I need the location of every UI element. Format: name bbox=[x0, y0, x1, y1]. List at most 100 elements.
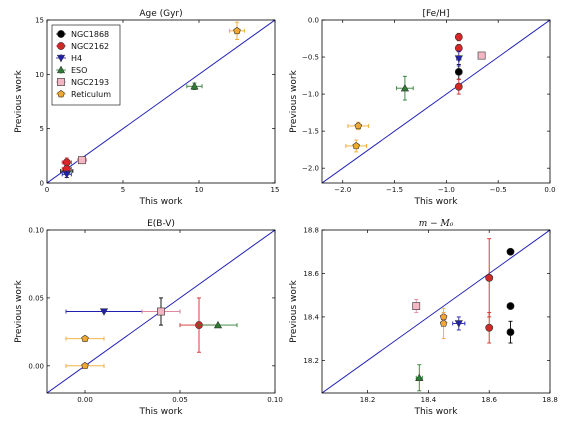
legend-marker-ngc1868 bbox=[57, 30, 65, 38]
identity-line bbox=[47, 20, 275, 183]
x-tick-label: 10 bbox=[195, 186, 204, 194]
chart-title: m − M₀ bbox=[419, 219, 454, 229]
point-reticulum-2 bbox=[352, 141, 360, 150]
y-tick-label: −1.0 bbox=[302, 91, 319, 99]
legend-label-ngc2193: NGC2193 bbox=[71, 78, 109, 87]
y-tick-label: 0.0 bbox=[308, 17, 319, 25]
point-ngc2193-1 bbox=[412, 302, 421, 310]
axes-frame bbox=[46, 229, 276, 394]
x-axis-label: This work bbox=[138, 407, 183, 417]
x-tick-label: −1.5 bbox=[386, 186, 403, 194]
y-tick-label: 0.10 bbox=[28, 227, 44, 235]
y-tick-label: 15 bbox=[35, 17, 44, 25]
x-axis-label: This work bbox=[413, 407, 458, 417]
data-points bbox=[60, 21, 246, 179]
y-tick-label: 0.05 bbox=[28, 294, 44, 302]
point-ngc2193-1 bbox=[157, 307, 165, 316]
x-axis-label: This work bbox=[413, 197, 458, 207]
axes-frame bbox=[321, 19, 551, 184]
y-tick-label: −2.0 bbox=[302, 165, 319, 173]
chart-title: [Fe/H] bbox=[422, 9, 449, 19]
identity-line bbox=[322, 20, 550, 183]
y-tick-label: 10 bbox=[35, 71, 44, 79]
point-eso-1 bbox=[400, 83, 410, 92]
y-tick-label: 18.8 bbox=[303, 227, 319, 235]
y-tick-label: −1.5 bbox=[302, 128, 319, 136]
y-axis-label: Previous work bbox=[14, 69, 24, 132]
axes-frame bbox=[46, 19, 276, 184]
x-tick-label: 18.8 bbox=[542, 396, 558, 404]
point-ngc1868-2 bbox=[506, 302, 515, 310]
point-eso-1 bbox=[415, 373, 424, 381]
data-points bbox=[345, 32, 486, 153]
legend-marker-reticulum bbox=[57, 90, 65, 98]
y-tick-label: 18.4 bbox=[303, 313, 319, 321]
x-tick-label: 0.0 bbox=[544, 186, 555, 194]
point-ngc1868-1 bbox=[454, 67, 463, 76]
panel-1: 0 5 10 15 0 5 10 15 Age (Gyr) This work Previous w… bbox=[14, 9, 279, 207]
point-ngc2162-1 bbox=[454, 33, 463, 41]
x-axis-label: This work bbox=[138, 197, 183, 207]
legend-marker-ngc2162 bbox=[57, 42, 65, 50]
x-tick-label: 5 bbox=[121, 186, 125, 194]
y-tick-label: 5 bbox=[40, 125, 44, 133]
x-tick-label: 18.2 bbox=[360, 396, 376, 404]
x-tick-label: 0.05 bbox=[172, 396, 188, 404]
x-tick-label: 15 bbox=[271, 186, 280, 194]
point-reticulum-1 bbox=[81, 334, 89, 342]
y-tick-label: −0.5 bbox=[302, 54, 319, 62]
x-tick-label: −2.0 bbox=[334, 186, 351, 194]
x-tick-label: 0.10 bbox=[267, 396, 283, 404]
legend-box bbox=[51, 24, 121, 106]
y-tick-label: 18.2 bbox=[303, 357, 319, 365]
point-h4-1 bbox=[99, 308, 109, 316]
point-ngc2193-1 bbox=[477, 51, 486, 60]
panel-2: −2.0 −1.5 −1.0 −0.5 0.0 −2.0 −1.5 −1.0 −0.5 0.0 [F… bbox=[289, 9, 556, 207]
legend-label-ngc1868: NGC1868 bbox=[71, 30, 109, 39]
chart-title: E(B-V) bbox=[147, 219, 175, 229]
axes-frame bbox=[321, 229, 551, 394]
legend-label-ngc2162: NGC2162 bbox=[71, 42, 109, 51]
point-eso-1 bbox=[213, 320, 223, 329]
data-points bbox=[412, 238, 515, 392]
x-tick-label: −0.5 bbox=[490, 186, 507, 194]
y-tick-label: 0.00 bbox=[28, 362, 44, 370]
y-tick-label: 18.6 bbox=[303, 270, 319, 278]
point-reticulum-2 bbox=[81, 361, 89, 370]
point-ngc1868-3 bbox=[506, 328, 515, 337]
legend-marker-ngc2193 bbox=[57, 78, 65, 86]
point-ngc2162-2 bbox=[485, 323, 494, 332]
legend-label-eso: ESO bbox=[71, 66, 87, 75]
legend-label-h4: H4 bbox=[71, 54, 82, 63]
point-eso-1 bbox=[190, 82, 199, 90]
point-ngc2162-1 bbox=[485, 273, 494, 282]
point-h4-1 bbox=[62, 171, 71, 179]
x-tick-label: 18.4 bbox=[421, 396, 437, 404]
chart-title: Age (Gyr) bbox=[139, 9, 182, 19]
point-ngc2162-3 bbox=[454, 82, 463, 91]
point-ngc2193-1 bbox=[78, 156, 86, 165]
y-axis-label: Previous work bbox=[289, 69, 299, 132]
point-ngc1868-1 bbox=[506, 247, 515, 256]
point-h4-1 bbox=[454, 55, 463, 63]
x-tick-label: 0 bbox=[45, 186, 49, 194]
point-reticulum-2 bbox=[439, 319, 448, 327]
legend: NGC1868 NGC2162 H4 ESO NGC2193 Reticulum bbox=[51, 24, 121, 106]
legend-label-reticulum: Reticulum bbox=[71, 90, 111, 99]
x-tick-label: 18.6 bbox=[481, 396, 497, 404]
panel-3: 0.00 0.05 0.10 0.00 0.05 0.10 E(B-V) This work P… bbox=[14, 219, 283, 417]
x-tick-label: 0.00 bbox=[77, 396, 93, 404]
y-axis-label: Previous work bbox=[14, 279, 24, 342]
panel-4: 18.2 18.4 18.6 18.8 18.2 18.4 18.6 18.8 m − M₀ Th… bbox=[289, 219, 558, 417]
point-h4-1 bbox=[454, 320, 463, 328]
data-points bbox=[65, 297, 238, 370]
x-tick-label: −1.0 bbox=[438, 186, 455, 194]
y-tick-label: 0 bbox=[40, 180, 44, 188]
identity-line bbox=[322, 230, 550, 393]
legend-marker-h4 bbox=[56, 54, 66, 63]
legend-marker-eso bbox=[56, 65, 66, 74]
y-axis-label: Previous work bbox=[289, 279, 299, 342]
point-reticulum-1 bbox=[354, 121, 363, 130]
point-reticulum-1 bbox=[233, 26, 241, 35]
